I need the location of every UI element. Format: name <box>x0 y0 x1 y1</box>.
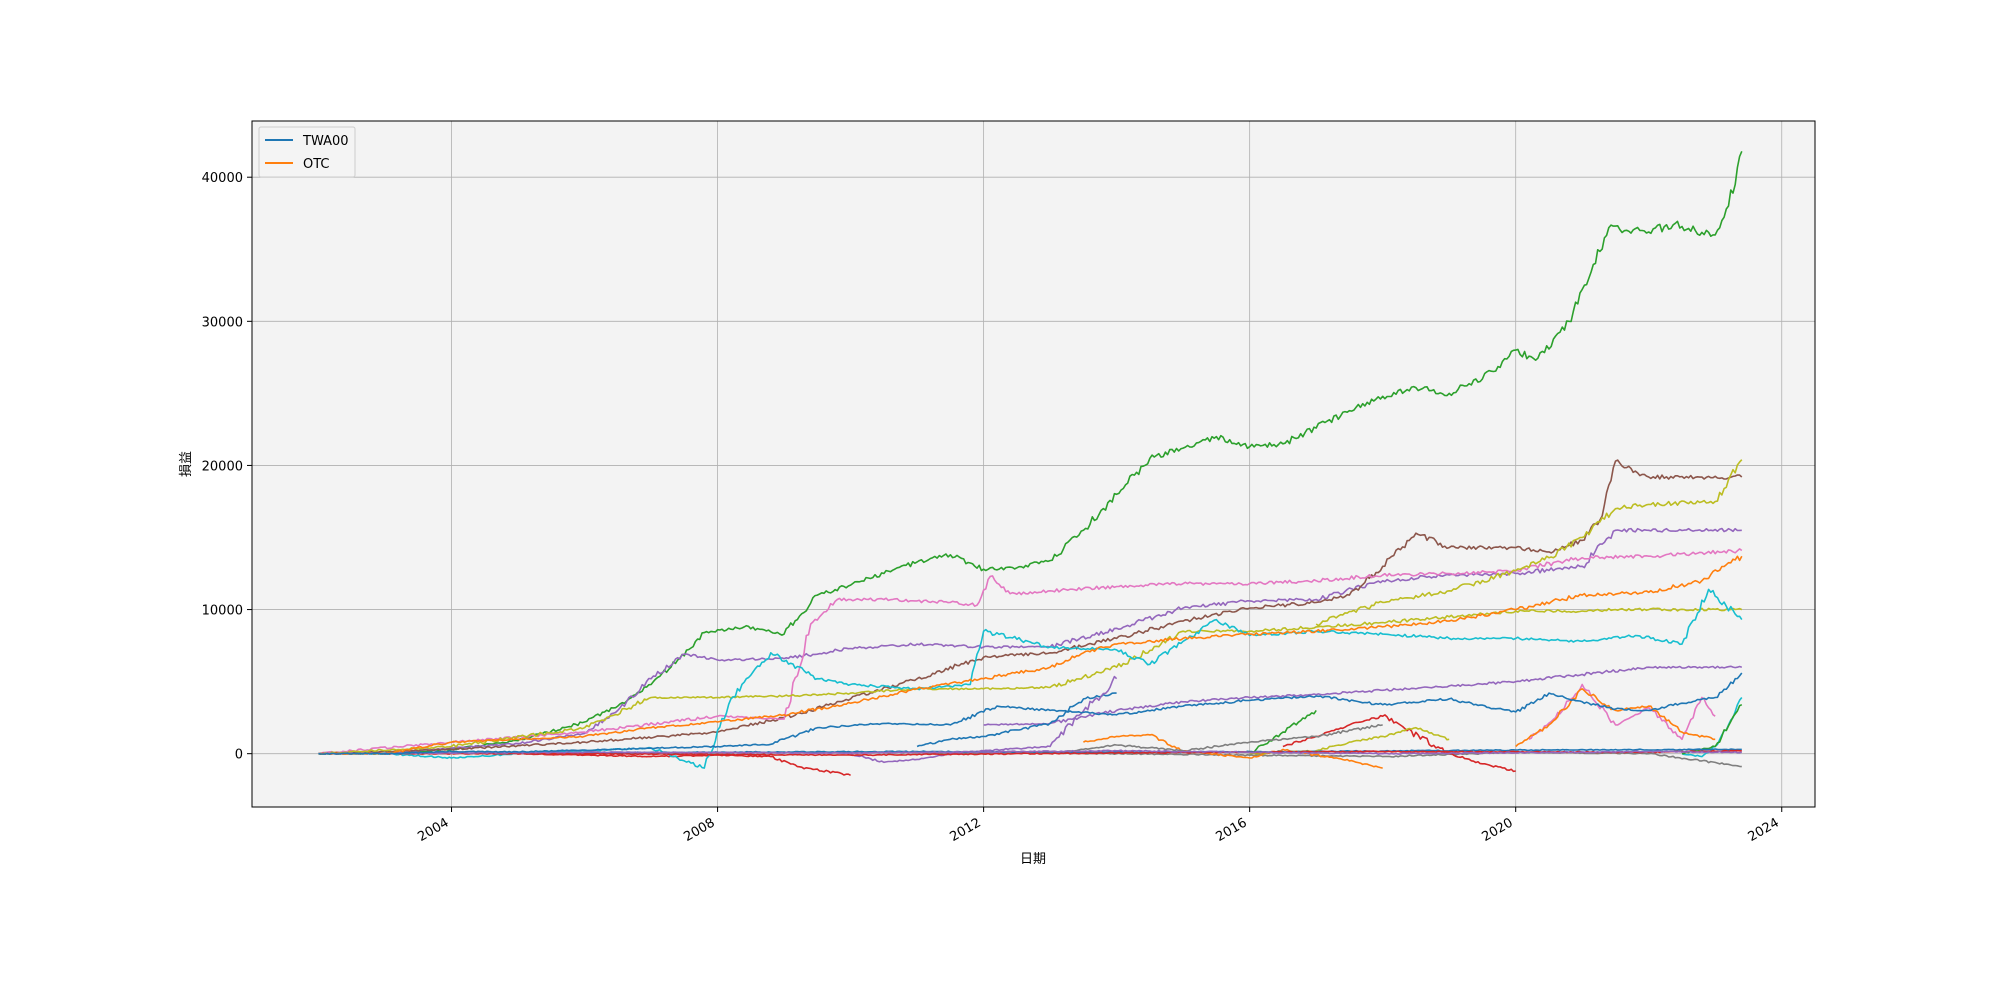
y-tick-label: 40000 <box>202 171 243 186</box>
y-tick-label: 30000 <box>202 315 243 330</box>
legend-label-twa00: TWA00 <box>302 134 349 149</box>
plot-area <box>252 121 1815 807</box>
y-tick-label: 0 <box>235 748 243 763</box>
legend-label-otc: OTC <box>303 157 330 172</box>
x-axis-label: 日期 <box>1020 852 1046 867</box>
legend: TWA00 OTC <box>259 127 355 177</box>
y-axis-label: 損益 <box>179 451 194 477</box>
y-tick-label: 20000 <box>202 459 243 474</box>
y-tick-label: 10000 <box>202 604 243 619</box>
